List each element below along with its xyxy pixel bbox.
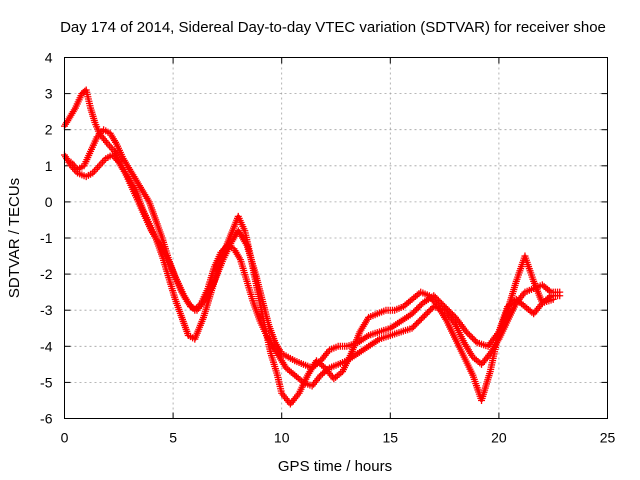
data-point [431,293,439,301]
data-point [410,323,418,331]
data-point [411,321,419,329]
data-points [61,86,564,408]
data-point [416,317,424,325]
x-tick-label: 15 [383,430,399,446]
y-tick-label: -3 [40,302,53,318]
y-tick-label: 2 [45,122,53,138]
data-point [417,315,425,323]
data-point [411,307,419,315]
chart-title: Day 174 of 2014, Sidereal Day-to-day VTE… [60,19,606,36]
y-tick-labels: -6 -5 -4 -3 -2 -1 0 1 2 3 4 [40,50,53,427]
y-tick-label: 0 [45,194,53,210]
x-tick-label: 20 [491,430,507,446]
data-point [556,288,564,296]
data-point [414,304,422,312]
data-point [414,318,422,326]
data-point [425,307,433,315]
data-point [433,295,441,303]
x-tick-label: 10 [274,430,290,446]
data-point [470,336,478,344]
y-tick-label: 3 [45,86,53,102]
x-tick-label: 25 [600,430,616,446]
data-point [472,337,480,345]
x-tick-label: 0 [61,430,69,446]
data-point [430,292,438,300]
data-point [420,312,428,320]
y-tick-label: 1 [45,158,53,174]
data-point [436,298,444,306]
y-tick-label: -4 [40,338,53,354]
data-point [434,296,442,304]
data-point [437,299,445,307]
y-tick-label: -6 [40,411,53,427]
data-point [419,313,427,321]
y-tick-label: -2 [40,266,53,282]
data-point [427,306,435,314]
data-point [464,329,472,337]
plot-frame [64,57,608,419]
data-point [469,334,477,342]
data-point [408,310,416,318]
data-point [549,295,557,303]
x-tick-label: 5 [169,430,177,446]
data-point [413,305,421,313]
data-point [462,328,470,336]
data-point [410,308,418,316]
series-track-c [67,126,564,390]
data-point [408,324,416,332]
x-axis-label: GPS time / hours [278,458,392,475]
data-point [424,309,432,317]
y-tick-label: 4 [45,50,53,66]
y-tick-label: -5 [40,374,53,390]
data-point [422,310,430,318]
data-point [465,331,473,339]
y-tick-label: -1 [40,230,53,246]
data-point [428,304,436,312]
y-axis-label: SDTVAR / TECUs [6,178,23,298]
data-point [416,302,424,310]
data-point [467,333,475,341]
data-point [413,320,421,328]
x-tick-labels: 0 5 10 15 20 25 [61,430,616,446]
